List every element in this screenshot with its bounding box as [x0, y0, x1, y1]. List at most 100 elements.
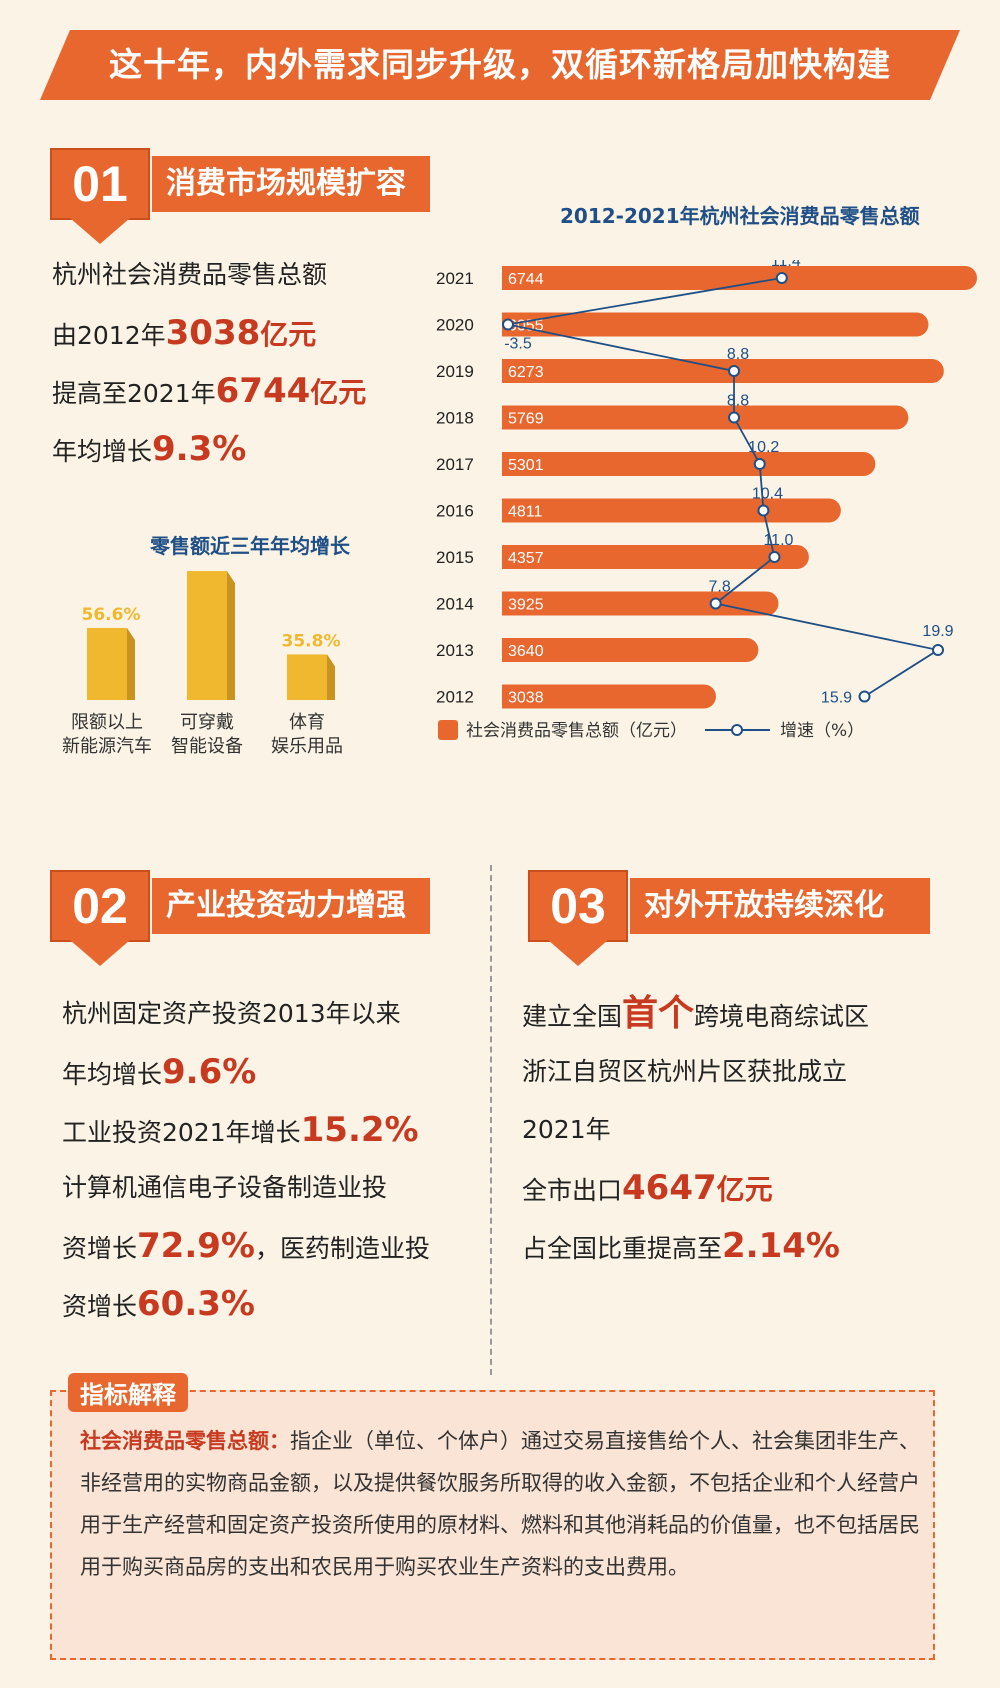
s2-line-2: 工业投资2021年增长15.2% [62, 1110, 419, 1150]
mini-bar-label: 56.6% [82, 605, 141, 625]
chart-rate-point [858, 690, 871, 703]
chart-bar-cap [502, 405, 514, 430]
main-chart-title: 2012-2021年杭州社会消费品零售总额 [560, 204, 920, 228]
chart-bar [502, 638, 759, 662]
chart-rate-label: 10.2 [748, 439, 779, 456]
s1-line-0: 杭州社会消费品零售总额 [52, 260, 328, 289]
mini-bar-name-2: 智能设备 [171, 736, 243, 757]
mini-bar-name-1: 限额以上 [71, 712, 143, 733]
mini-bar-name-1: 可穿戴 [180, 712, 234, 733]
chart-rate-label: 11.4 [771, 260, 801, 270]
chart-bar [502, 266, 977, 290]
mini-bar [287, 654, 327, 700]
chart-bar [502, 452, 876, 476]
chart-year-label: 2015 [436, 548, 474, 567]
mini-bar-label: 35.8% [282, 631, 341, 651]
chart-bar-value: 4357 [508, 550, 544, 567]
top-banner: 这十年，内外需求同步升级，双循环新格局加快构建 [40, 30, 960, 100]
s1-line-2: 提高至2021年6744亿元 [52, 371, 367, 411]
section-2-title: 产业投资动力增强 [152, 878, 430, 934]
chart-bar-value: 3640 [508, 643, 544, 660]
chart-rate-label: 7.8 [709, 579, 731, 596]
chart-bar [502, 312, 929, 337]
s2-line-1: 年均增长9.6% [62, 1052, 257, 1092]
chart-bar-cap [502, 545, 514, 569]
section-2-number: 02 [72, 878, 128, 934]
s2-line-5: 资增长60.3% [62, 1284, 255, 1324]
s3-line-4: 占全国比重提高至2.14% [522, 1226, 840, 1266]
chart-year-label: 2020 [436, 316, 474, 335]
chart-bar-cap [502, 638, 514, 662]
legend-line-point [731, 724, 743, 736]
mini-bar-side [127, 627, 135, 700]
chart-bar-value: 6744 [508, 271, 544, 288]
chart-rate-point [728, 411, 741, 424]
chart-bar-value: 3038 [508, 690, 544, 707]
chart-bar-value: 5769 [508, 411, 544, 428]
banner-title: 这十年，内外需求同步升级，双循环新格局加快构建 [109, 45, 891, 84]
section-3-number: 03 [550, 878, 606, 934]
chart-rate-point [768, 551, 781, 563]
mini-bar-side [327, 654, 335, 700]
chart-bar-cap [502, 684, 514, 709]
legend-bar-swatch [438, 720, 458, 740]
mini-bar [187, 571, 227, 700]
chart-year-label: 2018 [436, 409, 474, 428]
s2-line-4: 资增长72.9%，医药制造业投 [62, 1226, 430, 1266]
chart-year-label: 2014 [436, 595, 474, 614]
mini-chart-title: 零售额近三年年均增长 [150, 534, 350, 558]
chart-rate-point [709, 597, 722, 610]
chart-bar-cap [502, 359, 514, 383]
chart-rate-line [507, 277, 941, 698]
chart-bar-value: 6273 [508, 364, 544, 381]
s1-line-3: 年均增长9.3% [52, 429, 247, 469]
section-3-num-box [528, 870, 628, 942]
section-1-arrow [70, 218, 130, 244]
chart-rate-point [757, 504, 770, 517]
section-1-number: 01 [72, 156, 128, 212]
chart-rate-point [502, 318, 514, 331]
chart-bar-value: 5301 [508, 457, 544, 474]
chart-rate-label: 15.9 [821, 690, 852, 707]
s3-line-1: 浙江自贸区杭州片区获批成立 [522, 1057, 848, 1086]
section-3-header: 对外开放持续深化 03 [528, 870, 948, 980]
banner-shape [40, 30, 960, 100]
chart-rate-label: 11.0 [763, 532, 793, 549]
chart-year-label: 2019 [436, 362, 474, 381]
chart-rate-point [775, 272, 788, 284]
section-3-text: 建立全国首个跨境电商综试区 浙江自贸区杭州片区获批成立 2021年 全市出口46… [522, 985, 942, 1275]
note-body: 指企业（单位、个体户）通过交易直接售给个人、社会集团非生产、非经营用的实物商品金… [80, 1429, 920, 1579]
s2-line-0: 杭州固定资产投资2013年以来 [62, 999, 401, 1028]
section-3-title: 对外开放持续深化 [630, 878, 930, 934]
chart-year-label: 2017 [436, 455, 474, 474]
chart-bar [502, 591, 779, 616]
section-2-text: 杭州固定资产投资2013年以来 年均增长9.6% 工业投资2021年增长15.2… [62, 985, 482, 1333]
chart-rate-point [753, 458, 766, 470]
s3-line-0: 建立全国首个跨境电商综试区 [522, 993, 870, 1034]
note-box [50, 1390, 935, 1660]
note-text: 社会消费品零售总额：指企业（单位、个体户）通过交易直接售给个人、社会集团非生产、… [80, 1420, 920, 1588]
mini-bar [87, 627, 127, 700]
section-2-arrow [70, 940, 130, 966]
chart-rate-point [932, 644, 944, 656]
mini-bar-name-1: 体育 [289, 712, 325, 733]
section-1-header: 消费市场规模扩容 01 [50, 148, 430, 258]
chart-rate-label: 8.8 [727, 346, 749, 363]
note-tag: 指标解释 [68, 1373, 188, 1412]
section-2-header: 产业投资动力增强 02 [50, 870, 430, 980]
chart-bar-cap [502, 266, 514, 290]
chart-year-label: 2021 [436, 269, 474, 288]
chart-bar [502, 405, 909, 430]
chart-bar-value: 4811 [508, 504, 543, 521]
chart-bar-cap [502, 452, 514, 476]
chart-year-label: 2016 [436, 502, 474, 521]
chart-rate-label: 10.4 [752, 486, 783, 503]
chart-rate-point [728, 365, 741, 377]
mini-bar-side [227, 571, 235, 700]
s2-line-3: 计算机通信电子设备制造业投 [62, 1173, 388, 1202]
chart-rate-label: -3.5 [504, 336, 532, 353]
chart-rate-label: 8.8 [727, 393, 749, 410]
section-3-arrow [548, 940, 608, 966]
column-divider [490, 865, 492, 1375]
